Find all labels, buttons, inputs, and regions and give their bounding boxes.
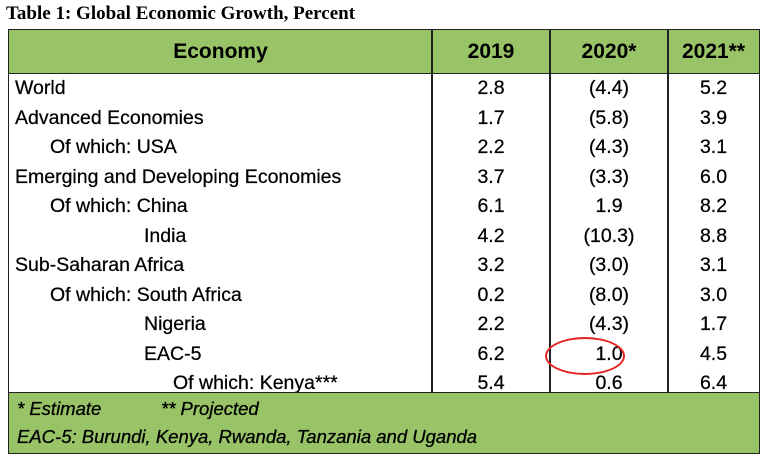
footnote-eac: EAC-5: Burundi, Kenya, Rwanda, Tanzania …: [17, 426, 478, 447]
cell-2019: 1.7: [477, 106, 505, 129]
header-2020: 2020*: [581, 40, 637, 63]
table-row: India 4.2 (10.3) 8.8: [9, 222, 759, 252]
cell-2020: 0.6: [595, 372, 623, 394]
cell-2020: (3.3): [588, 165, 630, 188]
cell-2019: 2.2: [477, 136, 505, 158]
cell-2021: 3.1: [699, 136, 728, 158]
row-label: Of which: South Africa: [50, 283, 242, 306]
cell-2021: 8.8: [699, 224, 728, 247]
row-label: Emerging and Developing Economies: [15, 165, 342, 188]
column-divider: [549, 30, 551, 392]
row-label: Advanced Economies: [15, 106, 204, 129]
cell-2020: (8.0): [588, 283, 630, 306]
cell-2019: 0.2: [477, 283, 505, 306]
table-footnotes: * Estimate ** Projected EAC-5: Burundi, …: [9, 392, 759, 453]
table-row: Emerging and Developing Economies 3.7 (3…: [9, 163, 759, 193]
cell-2020: (10.3): [583, 224, 635, 247]
table-row: Nigeria 2.2 (4.3) 1.7: [9, 310, 759, 340]
header-economy: Economy: [173, 40, 268, 63]
row-label: World: [15, 77, 66, 99]
cell-2021: 1.7: [699, 313, 728, 335]
table-row: Advanced Economies 1.7 (5.8) 3.9: [9, 104, 759, 134]
row-label: Sub-Saharan Africa: [15, 254, 185, 276]
row-label: Of which: Kenya***: [173, 372, 338, 394]
cell-2020: (3.0): [588, 254, 630, 276]
cell-2019: 5.4: [477, 372, 505, 394]
cell-2020: (4.3): [588, 136, 630, 158]
footnote-projected: ** Projected: [161, 398, 259, 419]
table-row: Of which: China 6.1 1.9 8.2: [9, 192, 759, 222]
cell-2019: 6.2: [477, 342, 505, 365]
cell-2021: 3.1: [699, 254, 728, 276]
cell-2019: 2.8: [477, 77, 505, 99]
cell-2019: 4.2: [477, 224, 505, 247]
row-label: EAC-5: [144, 342, 202, 365]
cell-2021: 8.2: [699, 195, 728, 217]
row-label: Of which: USA: [50, 136, 177, 158]
column-divider: [667, 30, 669, 392]
table-row: EAC-5 6.2 1.0 4.5: [9, 340, 759, 370]
growth-table: Economy 2019 2020* 2021** World 2.8 (4.4…: [8, 29, 760, 454]
table-header-row: Economy 2019 2020* 2021**: [9, 30, 759, 74]
table-row: Of which: South Africa 0.2 (8.0) 3.0: [9, 281, 759, 311]
table-body: World 2.8 (4.4) 5.2 Advanced Economies 1…: [9, 74, 759, 394]
header-2021: 2021**: [681, 40, 746, 63]
cell-2020: (5.8): [588, 106, 630, 129]
table-row: Sub-Saharan Africa 3.2 (3.0) 3.1: [9, 251, 759, 281]
cell-2019: 3.7: [477, 165, 505, 188]
cell-2020: 1.9: [595, 195, 623, 217]
cell-2021: 6.4: [699, 372, 728, 394]
cell-2019: 3.2: [477, 254, 505, 276]
cell-2020: (4.3): [588, 313, 630, 335]
cell-2021: 4.5: [699, 342, 728, 365]
table-row: Of which: Kenya*** 5.4 0.6 6.4: [9, 369, 759, 399]
cell-2020: (4.4): [588, 77, 630, 99]
cell-2021: 3.0: [699, 283, 728, 306]
highlight-circle: [545, 337, 625, 375]
cell-2019: 2.2: [477, 313, 505, 335]
row-label: India: [144, 224, 187, 247]
row-label: Nigeria: [144, 313, 206, 335]
table-row: Of which: USA 2.2 (4.3) 3.1: [9, 133, 759, 163]
header-2019: 2019: [467, 40, 515, 63]
cell-2021: 5.2: [699, 77, 728, 99]
cell-2019: 6.1: [477, 195, 505, 217]
column-divider: [431, 30, 433, 392]
table-caption: Table 1: Global Economic Growth, Percent: [6, 3, 356, 24]
cell-2021: 3.9: [699, 106, 728, 129]
table-row: World 2.8 (4.4) 5.2: [9, 74, 759, 104]
cell-2021: 6.0: [699, 165, 728, 188]
row-label: Of which: China: [50, 195, 188, 217]
footnote-estimate: * Estimate: [17, 398, 102, 419]
